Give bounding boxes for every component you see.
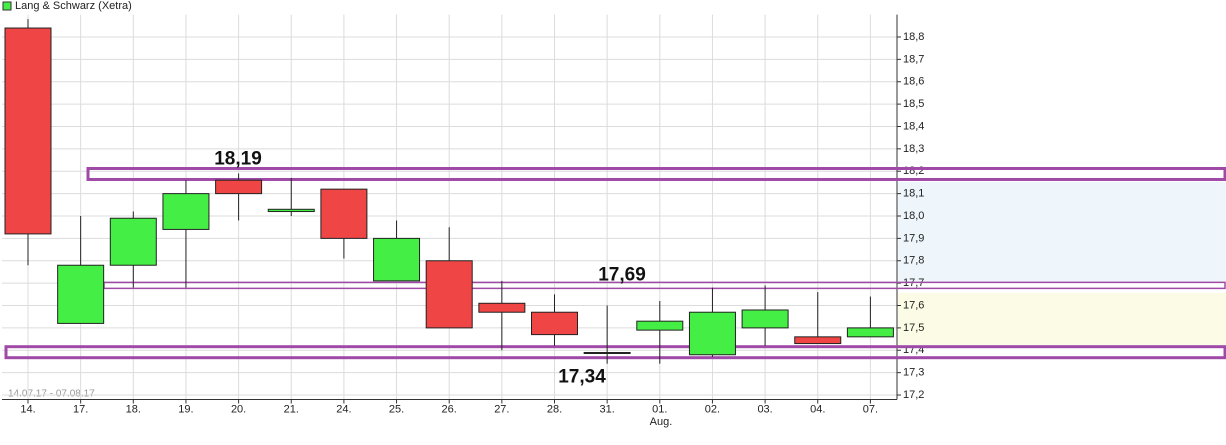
- x-tick-label: 18.: [126, 403, 141, 415]
- y-tick-label: 17,9: [903, 232, 924, 244]
- legend-swatch: [2, 1, 12, 11]
- x-tick-label: 31.: [600, 403, 615, 415]
- x-tick-label: 04.: [810, 403, 825, 415]
- y-tick-label: 18,3: [903, 143, 924, 155]
- y-tick-label: 18,8: [903, 31, 924, 43]
- candle-body: [109, 217, 157, 266]
- candle-body: [162, 193, 210, 230]
- y-tick-label: 18,4: [903, 120, 924, 132]
- y-tick-label: 18,5: [903, 98, 924, 110]
- y-tick-label: 18,1: [903, 188, 924, 200]
- x-tick-label: 21.: [284, 403, 299, 415]
- x-tick-label: 14.: [20, 403, 35, 415]
- x-tick-label: 17.: [73, 403, 88, 415]
- candle-body: [636, 320, 684, 331]
- x-tick-label: 01.: [652, 403, 667, 415]
- level-label: 18,19: [214, 148, 262, 169]
- candle-body: [531, 311, 578, 336]
- x-tick-label: 19.: [178, 403, 193, 415]
- x-tick-label: 03.: [757, 403, 772, 415]
- y-tick-label: 18,0: [903, 210, 924, 222]
- candle-body: [4, 27, 52, 235]
- y-tick-label: 17,3: [903, 367, 924, 379]
- legend-label: Lang & Schwarz (Xetra): [15, 0, 132, 12]
- candle-body: [215, 179, 263, 195]
- zone-blue: [898, 182, 1226, 283]
- candle-body: [846, 327, 894, 338]
- range-label: 14.07.17 - 07.08.17: [8, 389, 95, 400]
- x-tick-label: 07.: [863, 403, 878, 415]
- candle-body: [267, 208, 315, 213]
- x-tick-label: 25.: [389, 403, 404, 415]
- candle-body: [583, 352, 631, 355]
- level-band: [86, 166, 1226, 181]
- y-tick-label: 18,6: [903, 76, 924, 88]
- candle-body: [478, 302, 526, 313]
- y-tick-label: 17,6: [903, 299, 924, 311]
- candle-body: [794, 336, 842, 345]
- candle-body: [425, 260, 473, 329]
- level-label: 17,69: [598, 264, 646, 285]
- y-tick-label: 17,5: [903, 322, 924, 334]
- x-tick-label: 24.: [336, 403, 351, 415]
- candle-body: [320, 188, 368, 239]
- level-band: [4, 345, 1226, 360]
- zone-yellow: [898, 293, 1226, 345]
- x-tick-label: 28.: [547, 403, 562, 415]
- x-tick-label: 20.: [231, 403, 246, 415]
- level-label: 17,34: [558, 367, 606, 388]
- y-tick-label: 17,8: [903, 255, 924, 267]
- candle-body: [741, 309, 789, 329]
- x-tick-label: 02.: [705, 403, 720, 415]
- candle-body: [57, 264, 105, 324]
- x-tick-label: 27.: [494, 403, 509, 415]
- month-label: Aug.: [650, 416, 673, 428]
- y-tick-label: 17,2: [903, 389, 924, 401]
- y-tick-label: 18,7: [903, 53, 924, 65]
- x-tick-label: 26.: [442, 403, 457, 415]
- y-tick-label: 18,2: [903, 165, 924, 177]
- candle-body: [373, 237, 421, 282]
- candle-body: [688, 311, 736, 356]
